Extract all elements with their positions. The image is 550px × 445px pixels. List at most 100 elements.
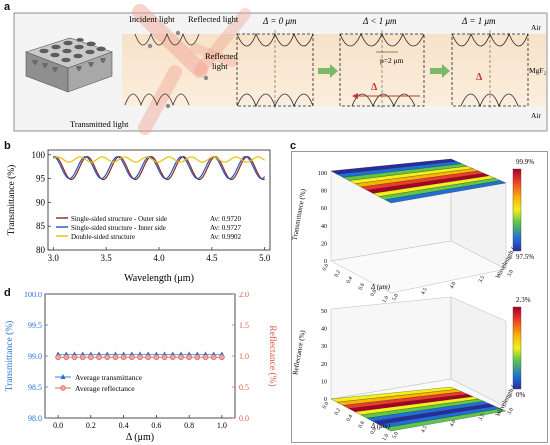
c_bottom-ztick-0: 0 — [324, 397, 327, 403]
chart-b-xtick-label-1: 3.5 — [101, 253, 113, 263]
c_top-wltick-2: 4.0 — [449, 281, 458, 290]
chart-d-point-reflectance-15 — [178, 354, 184, 361]
chart-d-legend-marker-0 — [60, 374, 66, 379]
c_top-ztick-3: 60 — [321, 206, 327, 212]
chart-b-xtick-label-4: 5.0 — [259, 253, 271, 263]
c_bottom-deltatick-4: 0.8 — [370, 426, 379, 435]
c_bottom-band-9 — [384, 408, 507, 432]
chart-d-ytick-left-label-2: 99.0 — [28, 352, 42, 361]
c_top-ztick-4: 80 — [321, 189, 327, 195]
medium-air-top: Air — [531, 23, 542, 32]
light-beams — [132, 4, 251, 135]
chart-b-ytick-label-3: 95 — [36, 174, 46, 184]
panel-letter-c: c — [290, 140, 297, 152]
label-incident-light: Incident light — [129, 14, 175, 24]
green-arrow-2 — [430, 64, 450, 78]
period-label: p=2 μm — [380, 56, 404, 65]
chart-d-point-reflectance-12 — [153, 354, 160, 361]
delta-mark-lt1: Δ — [371, 82, 378, 93]
chart-b-legend-name-2: Double-sided structure — [71, 233, 135, 241]
chart-d-legend-label-1: Average reflectance — [75, 384, 135, 393]
chart-b-series-line-2 — [52, 156, 266, 163]
chart-d-xtick-label-4: 0.8 — [184, 421, 194, 430]
state-title-delta-zero: Δ = 0 μm — [262, 16, 297, 26]
colorbar-bottom — [512, 306, 522, 390]
chart-d-point-reflectance-9 — [129, 354, 135, 361]
chart-b-series-line-1 — [53, 156, 266, 180]
chart-d-point-reflectance-0 — [55, 354, 61, 361]
state-title-delta-one: Δ = 1 μm — [461, 16, 496, 26]
surface-top-zlabel: Transmittance (%) — [291, 188, 308, 241]
c_top-ztick-2: 40 — [321, 224, 327, 230]
chart-d-xtick-label-3: 0.6 — [151, 421, 161, 430]
chart-d-xtick-label-5: 1.0 — [217, 421, 227, 430]
state-title-delta-lt1: Δ < 1 μm — [362, 16, 397, 26]
c_top-wltick-1: 3.5 — [478, 275, 487, 284]
structure-3d-block — [25, 37, 113, 93]
chart-d-point-reflectance-1 — [63, 354, 70, 361]
chart-d-xlabel: Δ (μm) — [126, 432, 154, 442]
c_bottom-wltick-1: 3.5 — [478, 413, 487, 422]
c_top-wltick-0: 3.0 — [506, 269, 515, 278]
chart-d-legend-label-0: Average transmittance — [75, 373, 143, 382]
panel-letter-d: d — [4, 287, 11, 299]
chart-b-xtick-label-0: 3.0 — [48, 253, 60, 263]
c_top-band-9 — [384, 180, 507, 204]
chart-b-ylabel: Transmittance (%) — [6, 165, 17, 236]
beam-section-arcs — [124, 32, 200, 107]
chart-d-ytick-left-label-3: 99.5 — [28, 321, 42, 330]
chart-d-point-reflectance-14 — [169, 354, 176, 361]
chart-d-ytick-right-label-3: 1.5 — [239, 321, 249, 330]
chart-b-ytick-label-1: 85 — [36, 221, 46, 231]
chart-d-xtick-label-1: 0.2 — [86, 421, 96, 430]
colorbar-top-min: 97.5% — [516, 253, 534, 261]
chart-b-legend-av-1: Av: 0.9727 — [210, 224, 241, 232]
chart-d-ytick-right-label-1: 0.5 — [239, 383, 249, 392]
chart-b-ytick-label-2: 90 — [36, 197, 46, 207]
chart-d-ytick-right-label-0: 0.0 — [239, 414, 249, 423]
chart-d-point-reflectance-17 — [194, 354, 201, 361]
chart-d-point-reflectance-11 — [145, 354, 151, 361]
delta-mark-one: Δ — [476, 72, 483, 83]
chart-d-point-reflectance-19 — [210, 354, 217, 361]
c_bottom-ztick-1: 10 — [321, 379, 327, 385]
state-delta-zero: Δ = 0 μm — [236, 16, 314, 110]
c_bottom-ztick-3: 30 — [321, 344, 327, 350]
c_bottom-ztick-2: 20 — [321, 362, 327, 368]
panel-a-schematic: Incident light Reflected light Reflected… — [13, 4, 548, 135]
c_bottom-deltatick-0: 0.0 — [322, 401, 331, 410]
surface-bottom-xlabel: Δ (μm) — [370, 422, 391, 430]
chart-b-xtick-label-3: 4.5 — [206, 253, 218, 263]
chart-d-point-reflectance-18 — [202, 354, 209, 361]
c_top-ztick-1: 20 — [321, 241, 327, 247]
chart-d-ytick-left-label-4: 100.0 — [24, 292, 42, 299]
label-reflected-mid-2: light — [212, 61, 228, 71]
c_top-deltatick-2: 0.4 — [346, 276, 355, 285]
chart-d-point-reflectance-16 — [186, 354, 192, 361]
c_top-deltatick-1: 0.2 — [334, 269, 343, 278]
c_bottom-deltatick-1: 0.2 — [334, 407, 343, 416]
colorbar-bottom-max: 2.3% — [516, 296, 531, 304]
chart-d-ylabel-left: Transmittance (%) — [4, 321, 15, 392]
label-reflected-mid-1: Reflected — [205, 51, 238, 61]
c_bottom-wltick-2: 4.0 — [449, 419, 458, 428]
colorbar-top — [512, 168, 522, 252]
chart-d-point-reflectance-8 — [120, 354, 127, 361]
state-delta-one: Δ = 1 μm Δ — [451, 16, 529, 110]
chart-d-xtick-label-2: 0.4 — [119, 421, 129, 430]
surface-top-xlabel: Δ (μm) — [370, 283, 391, 291]
panel-letter-a: a — [4, 1, 11, 13]
chart-b-legend-name-1: Single-sided structure - Inner side — [71, 224, 166, 232]
chart-d-point-reflectance-5 — [96, 354, 102, 361]
green-arrow-1 — [318, 64, 338, 78]
c_bottom-deltatick-2: 0.4 — [346, 414, 355, 423]
chart-d-ytick-right-label-4: 2.0 — [239, 292, 249, 299]
c_bottom-deltatick-5: 1.0 — [382, 433, 391, 441]
chart-b-legend-av-2: Av: 0.9902 — [210, 233, 241, 241]
chart-d-point-reflectance-7 — [112, 354, 119, 361]
chart-b-ytick-label-0: 80 — [36, 245, 46, 255]
c_top-deltatick-4: 0.8 — [370, 288, 379, 297]
chart-d-point-reflectance-6 — [104, 354, 111, 361]
chart-b-legend-av-0: Av: 0.9720 — [210, 215, 241, 223]
